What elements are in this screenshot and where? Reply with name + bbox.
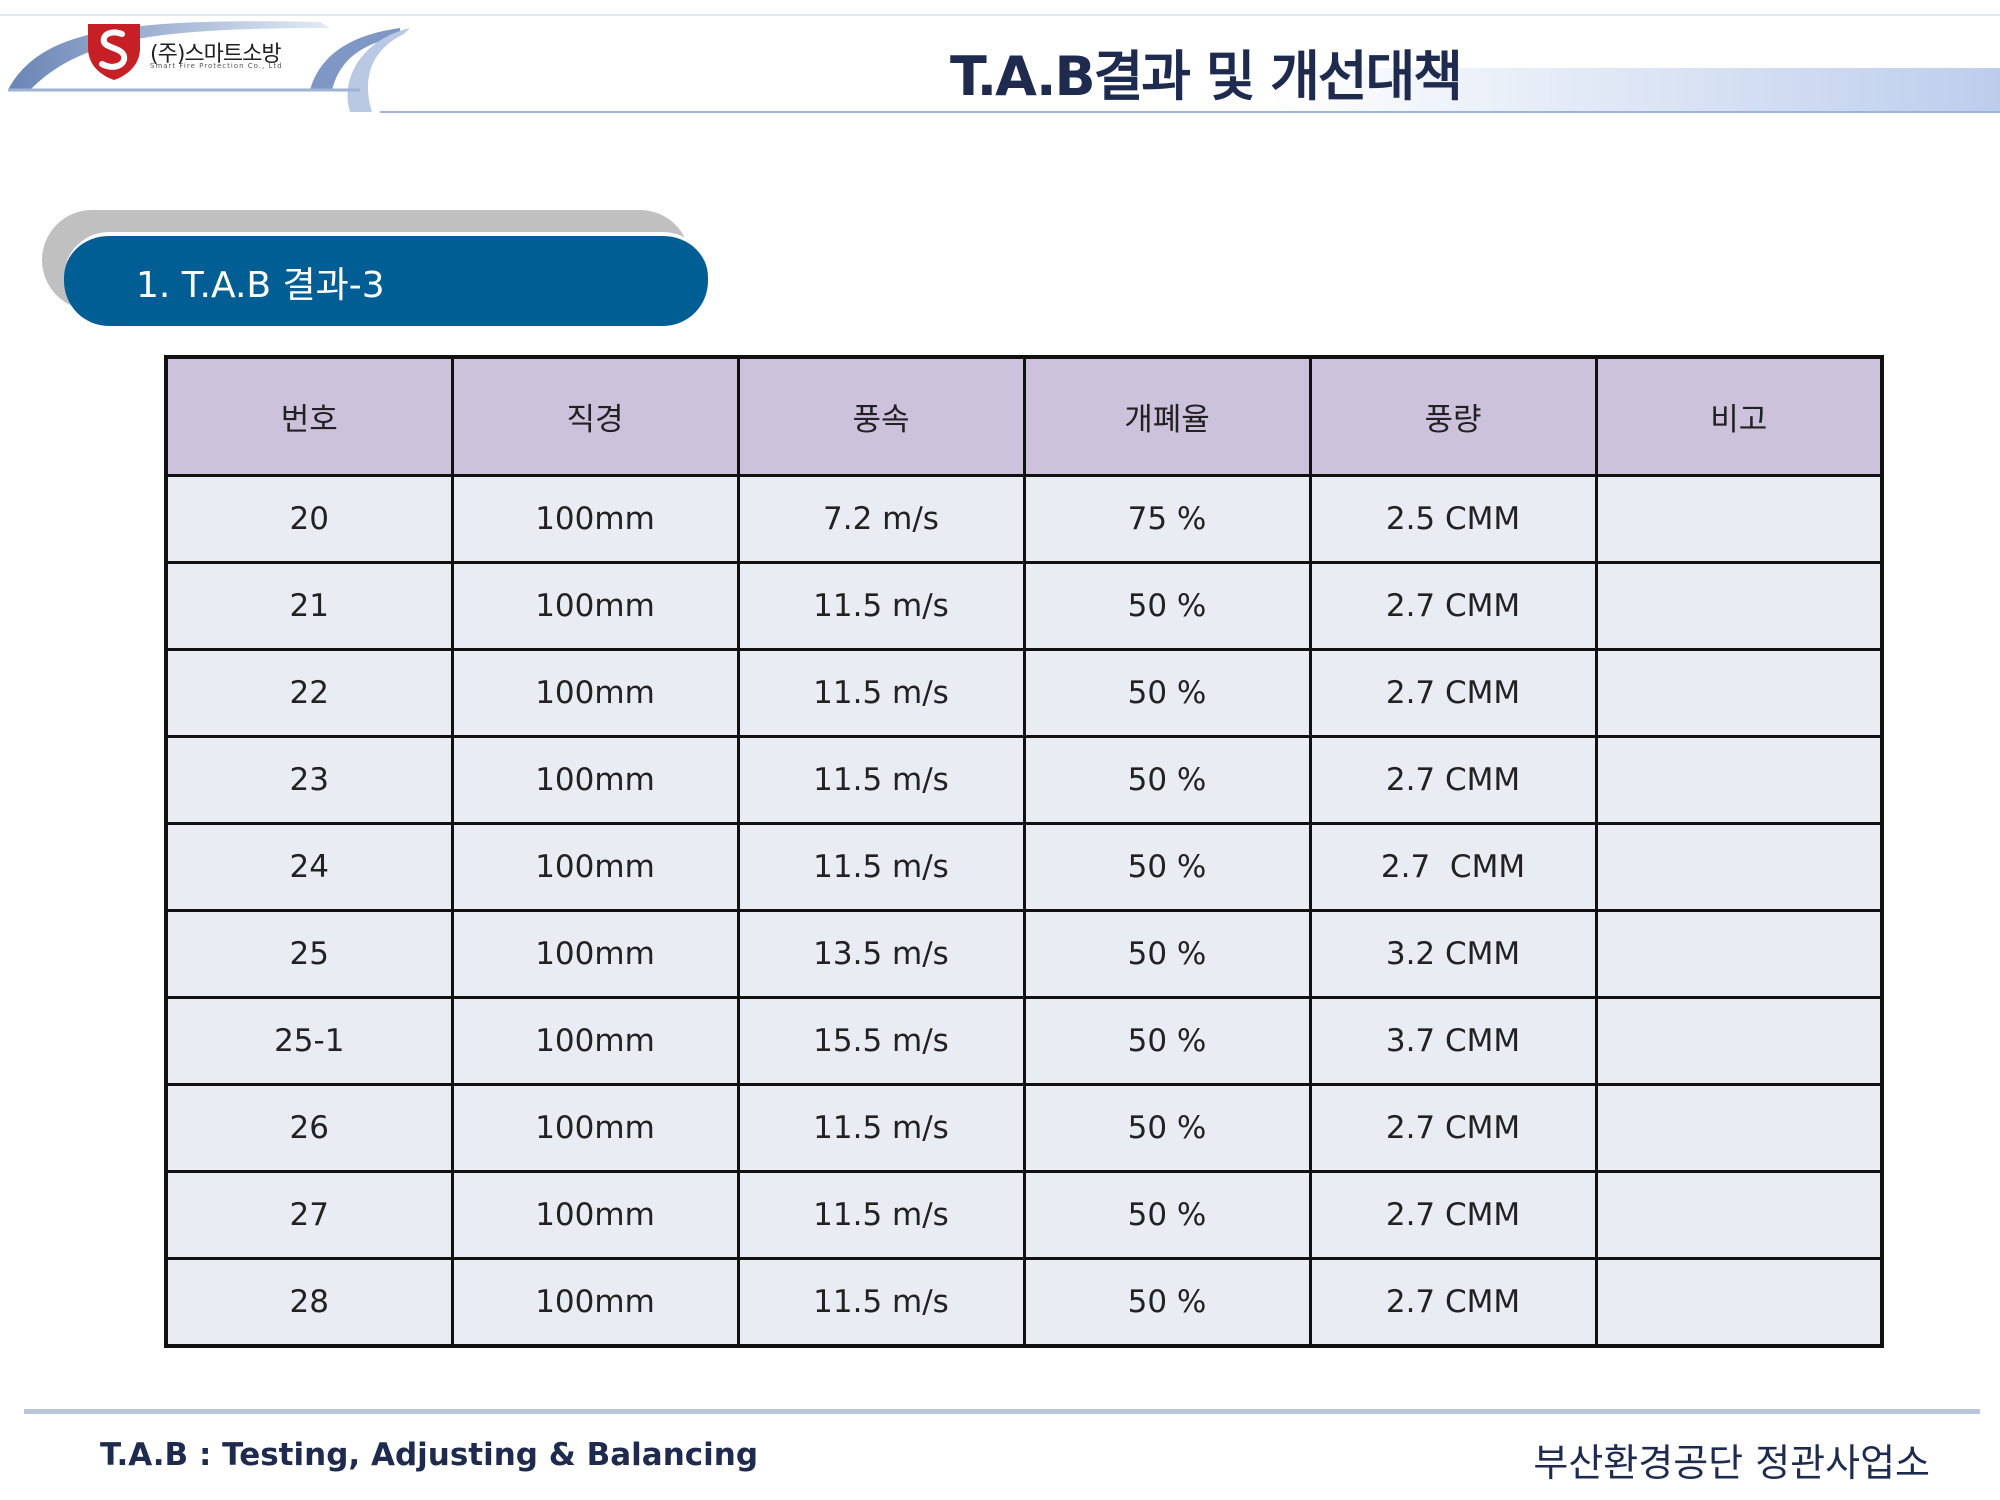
cell-velocity: 7.2 m/s — [736, 474, 1026, 564]
section-pill — [64, 232, 708, 326]
cell-diameter: 100mm — [450, 1257, 740, 1348]
cell-airflow: 2.7 CMM — [1308, 1083, 1598, 1173]
cell-airflow: 2.7 CMM — [1308, 1257, 1598, 1348]
cell-velocity: 11.5 m/s — [736, 648, 1026, 738]
cell-diameter: 100mm — [450, 1083, 740, 1173]
cell-number: 24 — [164, 822, 454, 912]
cell-airflow: 3.2 CMM — [1308, 909, 1598, 999]
table-row: 22 100mm 11.5 m/s 50 % 2.7 CMM — [164, 648, 1884, 738]
cell-airflow: 2.7 CMM — [1308, 1170, 1598, 1260]
cell-velocity: 11.5 m/s — [736, 1083, 1026, 1173]
column-header-velocity: 풍속 — [736, 355, 1026, 477]
table-row: 27 100mm 11.5 m/s 50 % 2.7 CMM — [164, 1170, 1884, 1260]
cell-airflow: 2.7 CMM — [1308, 822, 1598, 912]
cell-number: 23 — [164, 735, 454, 825]
cell-opening-rate: 50 % — [1022, 561, 1312, 651]
table-row: 21 100mm 11.5 m/s 50 % 2.7 CMM — [164, 561, 1884, 651]
table-row: 23 100mm 11.5 m/s 50 % 2.7 CMM — [164, 735, 1884, 825]
cell-airflow: 3.7 CMM — [1308, 996, 1598, 1086]
footer-abbreviation: T.A.B : Testing, Adjusting & Balancing — [100, 1437, 759, 1473]
cell-opening-rate: 50 % — [1022, 1170, 1312, 1260]
table-row: 28 100mm 11.5 m/s 50 % 2.7 CMM — [164, 1257, 1884, 1348]
company-logo-icon — [88, 24, 140, 80]
column-header-airflow: 풍량 — [1308, 355, 1598, 477]
cell-velocity: 13.5 m/s — [736, 909, 1026, 999]
cell-airflow: 2.7 CMM — [1308, 648, 1598, 738]
table-row: 25 100mm 13.5 m/s 50 % 3.2 CMM — [164, 909, 1884, 999]
page-header: (주)스마트소방 Smart Fire Protection Co., Ltd … — [0, 0, 2000, 130]
cell-number: 27 — [164, 1170, 454, 1260]
footer-organization: 부산환경공단 정관사업소 — [1533, 1441, 1930, 1485]
cell-opening-rate: 50 % — [1022, 996, 1312, 1086]
column-header-number: 번호 — [164, 355, 454, 477]
cell-remarks — [1594, 735, 1884, 825]
section-title: 1. T.A.B 결과-3 — [136, 265, 385, 306]
cell-remarks — [1594, 909, 1884, 999]
cell-opening-rate: 50 % — [1022, 909, 1312, 999]
cell-number: 22 — [164, 648, 454, 738]
column-header-diameter: 직경 — [450, 355, 740, 477]
cell-diameter: 100mm — [450, 561, 740, 651]
cell-diameter: 100mm — [450, 1170, 740, 1260]
cell-remarks — [1594, 648, 1884, 738]
tab-results-table: 번호 직경 풍속 개폐율 풍량 비고 20 100mm 7.2 m/s 75 %… — [164, 355, 1884, 1348]
cell-opening-rate: 50 % — [1022, 1083, 1312, 1173]
cell-velocity: 11.5 m/s — [736, 822, 1026, 912]
cell-diameter: 100mm — [450, 648, 740, 738]
cell-diameter: 100mm — [450, 909, 740, 999]
cell-diameter: 100mm — [450, 822, 740, 912]
company-name: (주)스마트소방 — [150, 42, 282, 67]
cell-remarks — [1594, 474, 1884, 564]
cell-diameter: 100mm — [450, 735, 740, 825]
table-row: 24 100mm 11.5 m/s 50 % 2.7 CMM — [164, 822, 1884, 912]
cell-diameter: 100mm — [450, 996, 740, 1086]
cell-opening-rate: 50 % — [1022, 648, 1312, 738]
company-subtitle: Smart Fire Protection Co., Ltd — [150, 62, 283, 70]
cell-opening-rate: 50 % — [1022, 1257, 1312, 1348]
cell-remarks — [1594, 996, 1884, 1086]
column-header-opening-rate: 개폐율 — [1022, 355, 1312, 477]
cell-remarks — [1594, 561, 1884, 651]
cell-airflow: 2.7 CMM — [1308, 735, 1598, 825]
cell-velocity: 11.5 m/s — [736, 561, 1026, 651]
cell-velocity: 11.5 m/s — [736, 735, 1026, 825]
cell-remarks — [1594, 1170, 1884, 1260]
cell-number: 25 — [164, 909, 454, 999]
cell-remarks — [1594, 1257, 1884, 1348]
cell-opening-rate: 75 % — [1022, 474, 1312, 564]
cell-velocity: 15.5 m/s — [736, 996, 1026, 1086]
footer-divider — [24, 1409, 1980, 1414]
table-header-row: 번호 직경 풍속 개폐율 풍량 비고 — [164, 355, 1884, 477]
table-row: 20 100mm 7.2 m/s 75 % 2.5 CMM — [164, 474, 1884, 564]
cell-airflow: 2.5 CMM — [1308, 474, 1598, 564]
page-title: T.A.B결과 및 개선대책 — [950, 45, 1463, 108]
cell-remarks — [1594, 1083, 1884, 1173]
cell-velocity: 11.5 m/s — [736, 1257, 1026, 1348]
cell-velocity: 11.5 m/s — [736, 1170, 1026, 1260]
table-row: 25-1 100mm 15.5 m/s 50 % 3.7 CMM — [164, 996, 1884, 1086]
cell-number: 21 — [164, 561, 454, 651]
cell-number: 25-1 — [164, 996, 454, 1086]
cell-number: 26 — [164, 1083, 454, 1173]
cell-remarks — [1594, 822, 1884, 912]
cell-airflow: 2.7 CMM — [1308, 561, 1598, 651]
cell-number: 20 — [164, 474, 454, 564]
cell-diameter: 100mm — [450, 474, 740, 564]
column-header-remarks: 비고 — [1594, 355, 1884, 477]
cell-opening-rate: 50 % — [1022, 822, 1312, 912]
cell-opening-rate: 50 % — [1022, 735, 1312, 825]
table-row: 26 100mm 11.5 m/s 50 % 2.7 CMM — [164, 1083, 1884, 1173]
cell-number: 28 — [164, 1257, 454, 1348]
